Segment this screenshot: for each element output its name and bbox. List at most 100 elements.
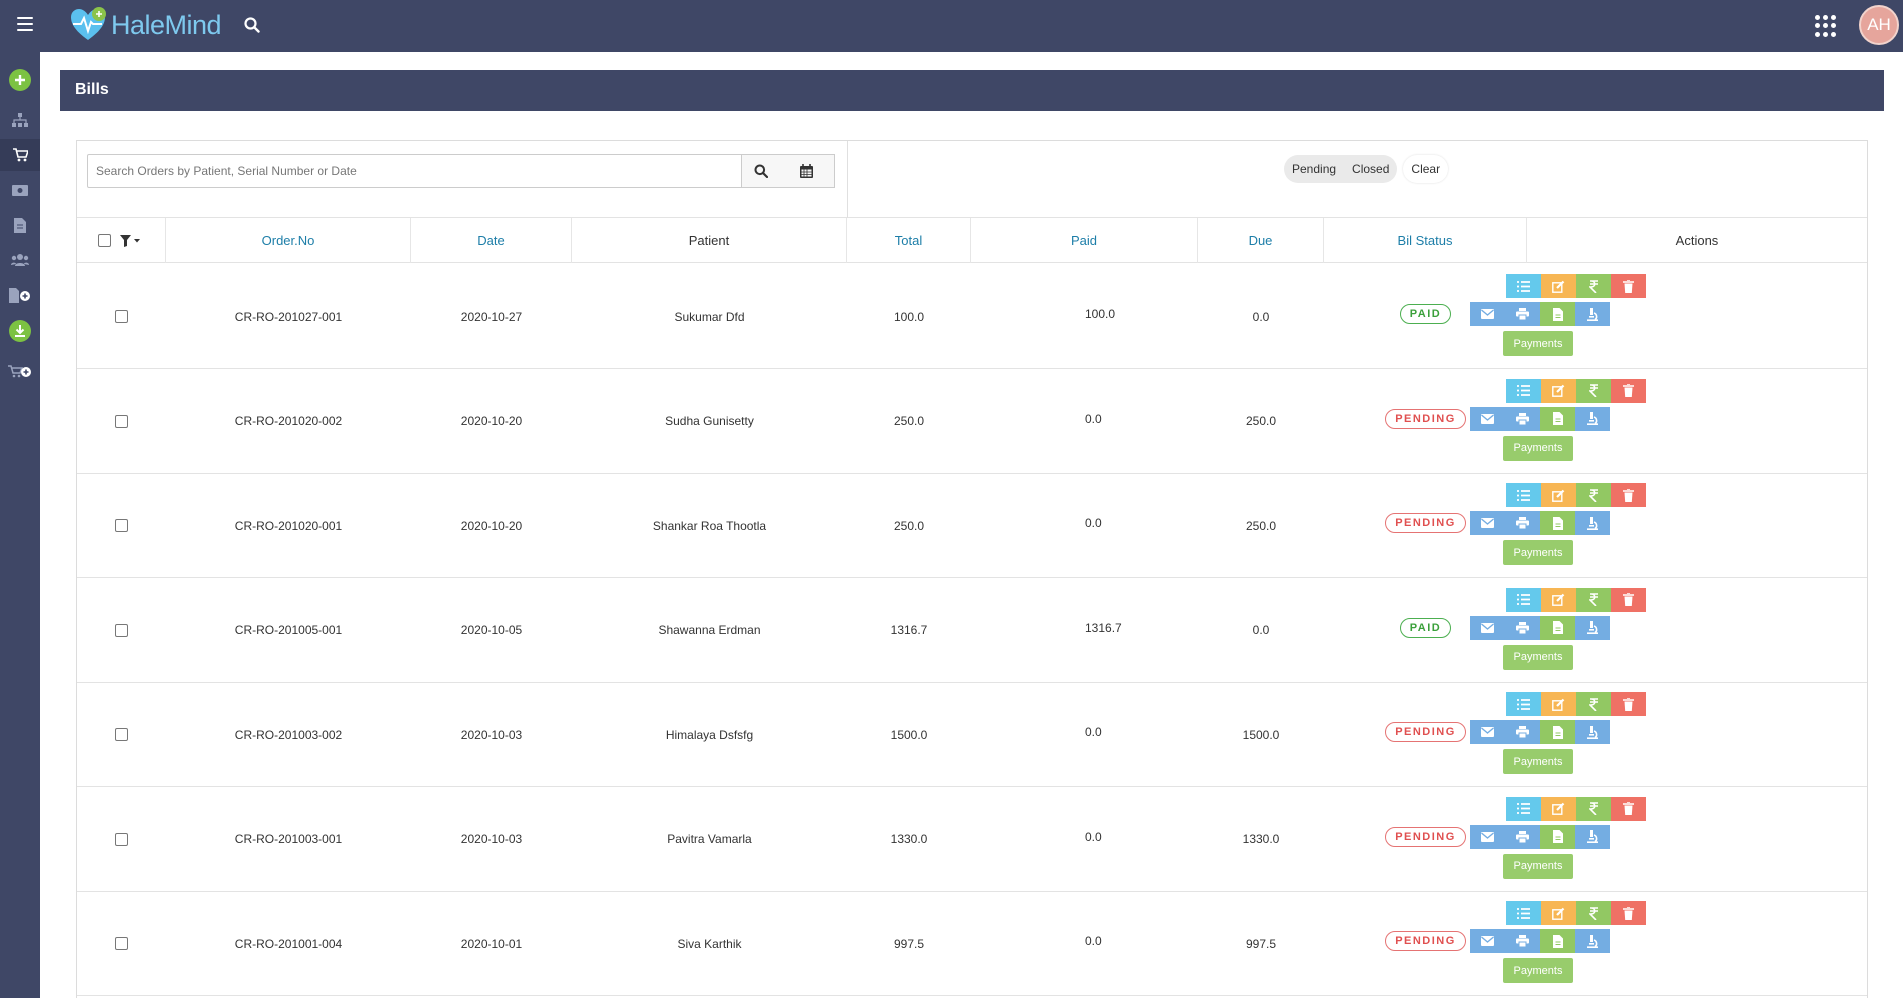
edit-button[interactable] xyxy=(1541,274,1576,298)
print-button[interactable] xyxy=(1505,511,1540,535)
edit-button[interactable] xyxy=(1541,587,1576,612)
filter-closed-button[interactable]: Closed xyxy=(1344,155,1398,183)
edit-button[interactable] xyxy=(1541,796,1576,821)
edit-button[interactable] xyxy=(1541,378,1576,403)
payments-button[interactable]: Payments xyxy=(1503,853,1573,879)
details-button[interactable] xyxy=(1506,274,1541,298)
details-button[interactable] xyxy=(1506,796,1541,821)
row-checkbox[interactable] xyxy=(115,937,128,950)
delete-button[interactable] xyxy=(1611,692,1646,716)
email-button[interactable] xyxy=(1470,929,1505,953)
payments-button[interactable]: Payments xyxy=(1503,644,1573,670)
search-icon[interactable] xyxy=(243,16,261,34)
lab-report-button[interactable] xyxy=(1575,302,1610,326)
details-button[interactable] xyxy=(1506,901,1541,925)
email-button[interactable] xyxy=(1470,302,1505,326)
lab-report-button[interactable] xyxy=(1575,929,1610,953)
lab-report-button[interactable] xyxy=(1575,720,1610,744)
lab-report-button[interactable] xyxy=(1575,511,1610,535)
row-checkbox[interactable] xyxy=(115,519,128,532)
filter-clear-button[interactable]: Clear xyxy=(1403,155,1449,183)
payments-button[interactable]: Payments xyxy=(1503,331,1573,356)
lab-report-button[interactable] xyxy=(1575,824,1610,849)
sidebar-item-new-order[interactable] xyxy=(0,355,40,387)
invoice-button[interactable] xyxy=(1540,511,1575,535)
payment-button[interactable] xyxy=(1576,587,1611,612)
edit-button[interactable] xyxy=(1541,901,1576,925)
lab-report-button[interactable] xyxy=(1575,406,1610,431)
print-button[interactable] xyxy=(1505,302,1540,326)
invoice-button[interactable] xyxy=(1540,406,1575,431)
email-button[interactable] xyxy=(1470,511,1505,535)
delete-button[interactable] xyxy=(1611,587,1646,612)
logo[interactable]: HaleMind xyxy=(69,6,222,44)
row-checkbox[interactable] xyxy=(115,728,128,741)
payments-button[interactable]: Payments xyxy=(1503,540,1573,565)
payment-button[interactable] xyxy=(1576,378,1611,403)
details-button[interactable] xyxy=(1506,378,1541,403)
edit-button[interactable] xyxy=(1541,692,1576,716)
print-button[interactable] xyxy=(1505,824,1540,849)
delete-button[interactable] xyxy=(1611,483,1646,507)
delete-button[interactable] xyxy=(1611,796,1646,821)
print-button[interactable] xyxy=(1505,406,1540,431)
header-date[interactable]: Date xyxy=(411,218,572,263)
details-button[interactable] xyxy=(1506,483,1541,507)
details-button[interactable] xyxy=(1506,587,1541,612)
row-checkbox[interactable] xyxy=(115,414,128,428)
header-total[interactable]: Total xyxy=(847,218,971,263)
row-checkbox[interactable] xyxy=(115,310,128,323)
print-button[interactable] xyxy=(1505,615,1540,640)
calendar-button[interactable] xyxy=(779,154,835,188)
header-order-no[interactable]: Order.No xyxy=(166,218,411,263)
invoice-button[interactable] xyxy=(1540,929,1575,953)
sidebar-item-reports[interactable] xyxy=(0,209,40,241)
filter-pending-button[interactable]: Pending xyxy=(1284,155,1345,183)
details-button[interactable] xyxy=(1506,692,1541,716)
email-button[interactable] xyxy=(1470,720,1505,744)
sidebar-item-new-document[interactable] xyxy=(0,279,40,311)
sidebar-item-add[interactable] xyxy=(0,64,40,96)
search-input[interactable] xyxy=(88,155,752,187)
email-button[interactable] xyxy=(1470,406,1505,431)
header-paid[interactable]: Paid xyxy=(971,218,1198,263)
header-bill-status[interactable]: Bil Status xyxy=(1324,218,1527,263)
delete-button[interactable] xyxy=(1611,901,1646,925)
invoice-button[interactable] xyxy=(1540,615,1575,640)
user-avatar[interactable]: AH xyxy=(1859,5,1899,45)
row-checkbox[interactable] xyxy=(115,832,128,846)
invoice-button[interactable] xyxy=(1540,302,1575,326)
email-button[interactable] xyxy=(1470,824,1505,849)
status-cell: PENDING xyxy=(1324,787,1527,892)
payment-button[interactable] xyxy=(1576,692,1611,716)
payments-button[interactable]: Payments xyxy=(1503,749,1573,774)
payment-button[interactable] xyxy=(1576,796,1611,821)
header-due[interactable]: Due xyxy=(1198,218,1324,263)
select-all-checkbox[interactable] xyxy=(98,234,111,247)
payments-button[interactable]: Payments xyxy=(1503,435,1573,461)
filter-dropdown-icon[interactable] xyxy=(120,234,140,247)
edit-icon xyxy=(1552,907,1565,920)
invoice-button[interactable] xyxy=(1540,824,1575,849)
invoice-button[interactable] xyxy=(1540,720,1575,744)
edit-button[interactable] xyxy=(1541,483,1576,507)
menu-icon[interactable] xyxy=(17,17,33,31)
lab-report-button[interactable] xyxy=(1575,615,1610,640)
payment-button[interactable] xyxy=(1576,901,1611,925)
payments-button[interactable]: Payments xyxy=(1503,958,1573,983)
sidebar-item-hierarchy[interactable] xyxy=(0,104,40,136)
print-button[interactable] xyxy=(1505,929,1540,953)
email-button[interactable] xyxy=(1470,615,1505,640)
sidebar-item-billing[interactable] xyxy=(0,174,40,206)
sidebar-item-download[interactable] xyxy=(0,315,40,347)
delete-button[interactable] xyxy=(1611,378,1646,403)
apps-grid-icon[interactable] xyxy=(1815,15,1837,37)
search-button[interactable] xyxy=(741,154,780,188)
payment-button[interactable] xyxy=(1576,274,1611,298)
sidebar-item-orders[interactable] xyxy=(0,139,40,171)
print-button[interactable] xyxy=(1505,720,1540,744)
payment-button[interactable] xyxy=(1576,483,1611,507)
delete-button[interactable] xyxy=(1611,274,1646,298)
sidebar-item-patients[interactable] xyxy=(0,244,40,276)
row-checkbox[interactable] xyxy=(115,623,128,637)
